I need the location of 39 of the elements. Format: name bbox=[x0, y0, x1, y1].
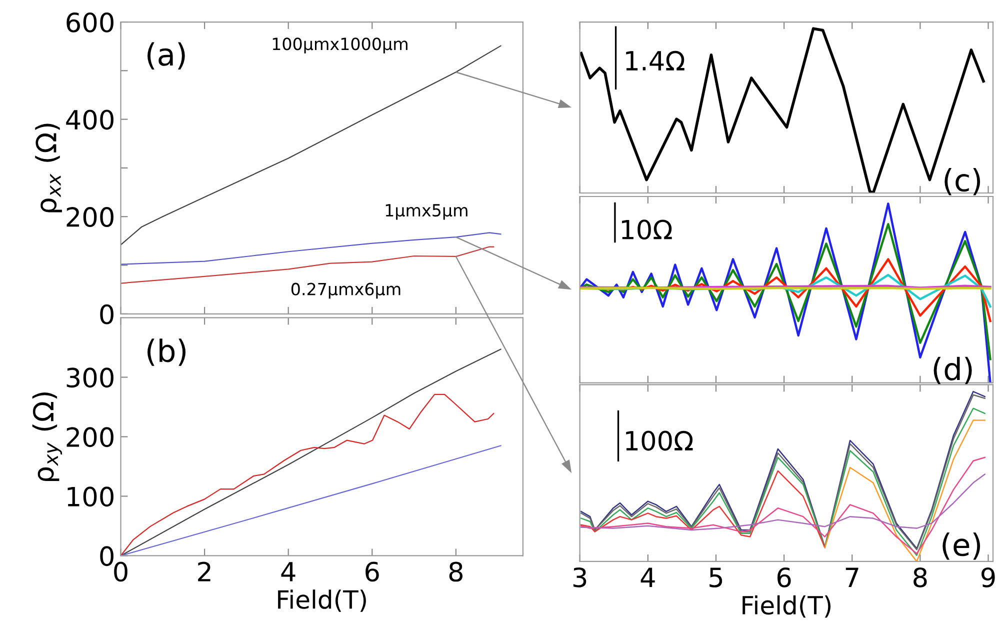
x-tick-label: 7 bbox=[846, 568, 858, 588]
x-axis-title: Field(T) bbox=[278, 590, 366, 612]
x-tick-label: 9 bbox=[982, 567, 995, 588]
line-series bbox=[120, 394, 494, 556]
annotation: (c) bbox=[944, 168, 980, 196]
y-tick-label: 200 bbox=[66, 207, 114, 227]
x-tick-label: 8 bbox=[914, 567, 927, 588]
y-tick-label: 200 bbox=[66, 427, 114, 448]
x-tick-label: 4 bbox=[281, 562, 296, 582]
annotation: (b) bbox=[148, 338, 186, 366]
annotation: (a) bbox=[148, 42, 185, 70]
annotation: 1.4Ω bbox=[626, 50, 684, 70]
y-tick-label: 400 bbox=[66, 110, 114, 130]
x-tick-label: 6 bbox=[366, 562, 379, 582]
x-tick-label: 8 bbox=[449, 562, 463, 582]
x-axis-title: Field(T) bbox=[742, 595, 831, 618]
y-tick-label: 0 bbox=[100, 546, 114, 566]
y-tick-label: 600 bbox=[66, 12, 114, 32]
y-tick-label: 0 bbox=[100, 304, 114, 324]
annotation: (e) bbox=[942, 532, 980, 560]
y-axis-title: ρ$_{xy}$ (Ω) bbox=[32, 392, 62, 481]
y-axis-title: ρ$_{xx}$ (Ω) bbox=[35, 124, 62, 212]
line-series bbox=[120, 445, 502, 556]
x-tick-label: 0 bbox=[114, 562, 128, 582]
annotation: (d) bbox=[934, 356, 972, 384]
annotation: 1μmx5μm bbox=[386, 204, 468, 220]
y-tick-label: 300 bbox=[66, 368, 114, 388]
x-tick-label: 2 bbox=[198, 562, 210, 582]
y-tick-label: 100 bbox=[68, 486, 114, 507]
x-tick-label: 6 bbox=[777, 567, 791, 588]
line-series bbox=[120, 232, 502, 265]
x-tick-label: 4 bbox=[640, 568, 655, 588]
annotation: 100μmx1000μm bbox=[272, 38, 408, 54]
annotation: 10Ω bbox=[622, 220, 672, 240]
x-tick-label: 5 bbox=[710, 568, 722, 588]
annotation: 0.27μmx6μm bbox=[291, 282, 400, 299]
line-series bbox=[120, 246, 494, 284]
annotation: 100Ω bbox=[626, 430, 693, 451]
x-tick-label: 3 bbox=[573, 567, 586, 588]
